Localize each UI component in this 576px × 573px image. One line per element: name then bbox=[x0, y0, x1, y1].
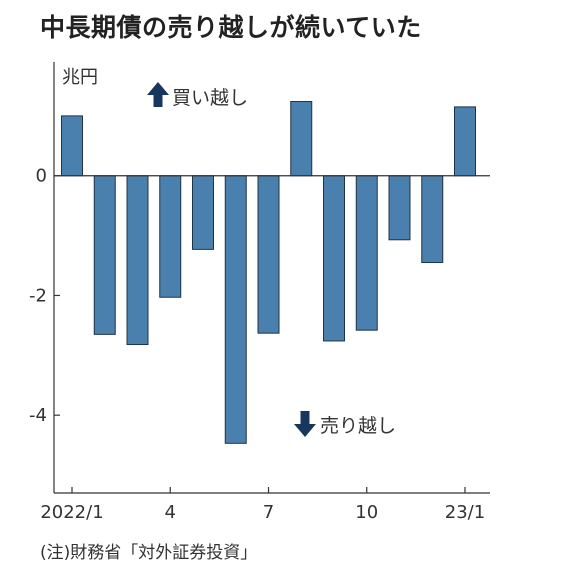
bar-7 bbox=[257, 175, 280, 334]
y-tick-label: -4 bbox=[29, 405, 47, 426]
bar-12 bbox=[421, 175, 444, 264]
source-note: (注)財務省「対外証券投資」 bbox=[40, 543, 258, 563]
x-tick-label: 10 bbox=[355, 502, 378, 523]
arrow-down-icon bbox=[294, 411, 316, 437]
bar-4 bbox=[159, 175, 182, 298]
y-unit-label: 兆円 bbox=[62, 67, 98, 88]
y-tick-label: -2 bbox=[29, 285, 47, 306]
bar-10 bbox=[355, 175, 378, 331]
bar-6 bbox=[224, 175, 247, 444]
bar-9 bbox=[323, 175, 345, 342]
bar-11 bbox=[388, 175, 411, 241]
bar-5 bbox=[192, 175, 214, 250]
arrow-up-icon bbox=[147, 82, 169, 107]
bar-23/1 bbox=[454, 106, 476, 177]
chart-title: 中長期債の売り越しが続いていた bbox=[40, 13, 422, 42]
sell-label: 売り越し bbox=[320, 415, 396, 437]
bar-3 bbox=[126, 175, 149, 346]
buy-annotation: 買い越し bbox=[147, 82, 248, 109]
bar-2022/1 bbox=[61, 115, 83, 177]
y-ticks-group: 0 -2 -4 bbox=[29, 166, 60, 426]
x-tick-label: 7 bbox=[263, 502, 274, 523]
x-ticks-group: 2022/1 4 7 10 23/1 bbox=[40, 487, 485, 523]
bar-8 bbox=[290, 101, 313, 177]
y-tick-label: 0 bbox=[36, 166, 47, 187]
bar-2 bbox=[93, 175, 116, 335]
x-tick-label: 2022/1 bbox=[40, 502, 103, 523]
x-tick-label: 4 bbox=[165, 502, 176, 523]
bars-group bbox=[61, 101, 476, 444]
x-tick-label: 23/1 bbox=[445, 502, 485, 523]
buy-label: 買い越し bbox=[172, 87, 248, 109]
sell-annotation: 売り越し bbox=[294, 411, 396, 437]
